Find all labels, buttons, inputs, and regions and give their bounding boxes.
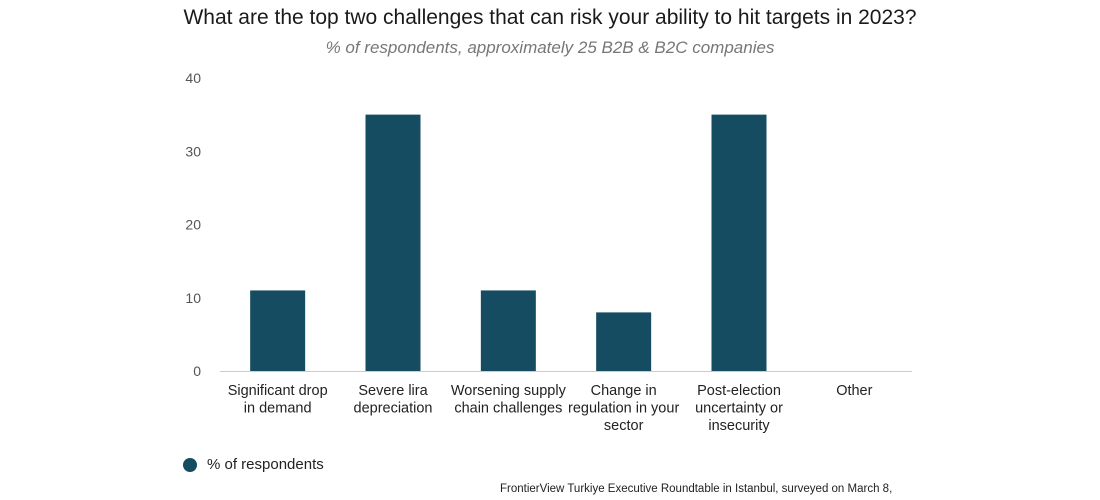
legend: % of respondents [183, 456, 324, 473]
x-category-label: Significant drop in demand [228, 383, 328, 417]
chart-subtitle: % of respondents, approximately 25 B2B &… [325, 38, 775, 57]
bar [365, 114, 421, 371]
bar [480, 290, 536, 371]
x-category-label: Other [836, 383, 872, 399]
y-tick-label: 30 [185, 143, 201, 159]
bar [250, 290, 306, 371]
legend-marker [183, 457, 197, 472]
source-note: FrontierView Turkiye Executive Roundtabl… [500, 483, 893, 495]
y-tick-label: 0 [193, 363, 201, 379]
chart-title: What are the top two challenges that can… [183, 6, 917, 29]
y-tick-label: 40 [185, 70, 201, 86]
y-tick-label: 20 [185, 217, 201, 233]
y-tick-label: 10 [185, 290, 201, 306]
bar [596, 312, 652, 371]
x-category-label: Worsening supply chain challenges [451, 383, 567, 417]
x-category-label: Post-election uncertainty or insecurity [695, 383, 783, 434]
bar [711, 114, 767, 371]
legend-label: % of respondents [207, 456, 324, 473]
x-category-label: Severe lira depreciation [354, 383, 433, 417]
x-category-label: Change in regulation in your sector [568, 383, 679, 434]
